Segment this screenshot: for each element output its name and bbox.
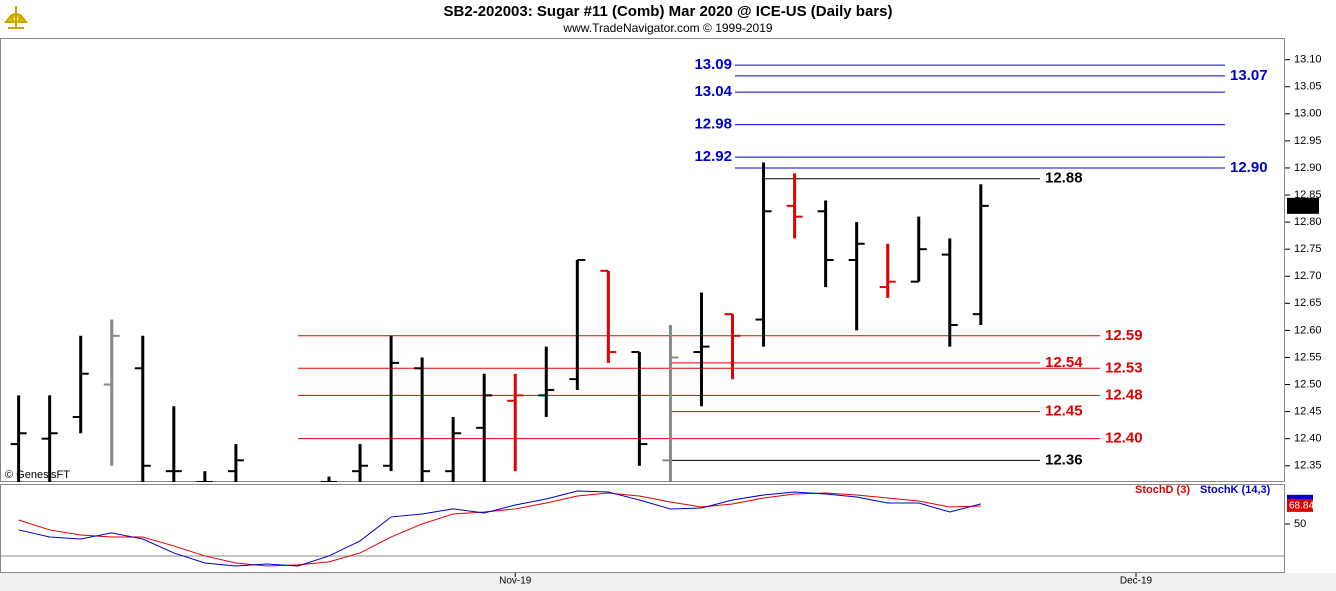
logo: [3, 5, 29, 33]
last-price-label: 12.83: [1290, 200, 1318, 212]
y-tick-label: 12.90: [1294, 162, 1322, 174]
legend-entry: StochK (14,3): [1200, 484, 1271, 496]
level-label: 12.88: [1045, 170, 1083, 187]
last-value-tag: [1287, 494, 1313, 512]
price-plot: [10, 64, 1225, 482]
stoch-line: [18, 492, 981, 567]
level-label: 12.53: [1105, 359, 1143, 376]
price-panel: [0, 38, 1285, 482]
watermark: © GenesisFT: [5, 469, 70, 481]
chart-subtitle: www.TradeNavigator.com © 1999-2019: [562, 21, 772, 35]
y-tick-label: 13.00: [1294, 108, 1322, 120]
legend-entry: StochD (3): [1135, 484, 1190, 496]
y-tick-label: 12.45: [1294, 406, 1322, 418]
y-tick-label: 12.55: [1294, 351, 1322, 363]
axes: 12.35 12.40 12.45 12.50 12.55 12.60 12.65 12.70…: [499, 54, 1321, 587]
date-axis: [0, 573, 1336, 591]
y-tick-label: 12.60: [1294, 324, 1322, 336]
level-label: 12.92: [694, 148, 732, 165]
level-label: 12.90: [1230, 159, 1268, 176]
stoch-panel: [0, 484, 1285, 573]
x-tick-label: Dec-19: [1120, 576, 1153, 587]
y-tick-label: 12.75: [1294, 243, 1322, 255]
header: [0, 0, 1336, 38]
last-price-tag: [1287, 197, 1319, 214]
level-label: 12.59: [1105, 327, 1143, 344]
y-tick-label: 12.40: [1294, 433, 1322, 445]
y-tick-label: 50: [1294, 518, 1306, 530]
level-label: 12.36: [1045, 451, 1083, 468]
level-label: 12.54: [1045, 354, 1083, 371]
y-tick-label: 13.05: [1294, 81, 1322, 93]
level-label: 12.98: [694, 116, 732, 133]
stoch-plot: [0, 490, 1285, 567]
level-label: 13.07: [1230, 67, 1268, 84]
y-tick-label: 12.70: [1294, 270, 1322, 282]
stoch-line: [18, 490, 981, 567]
x-tick-label: Nov-19: [499, 576, 532, 587]
chart-title: SB2-202003: Sugar #11 (Comb) Mar 2020 @ …: [444, 3, 893, 20]
level-label: 12.40: [1105, 430, 1143, 447]
level-label: 12.48: [1105, 386, 1143, 403]
y-tick-label: 12.35: [1294, 460, 1322, 472]
y-tick-label: 12.95: [1294, 135, 1322, 147]
level-label: 12.45: [1045, 403, 1083, 420]
level-label: 13.04: [694, 83, 732, 100]
y-tick-label: 13.10: [1294, 54, 1322, 66]
y-tick-label: 12.80: [1294, 216, 1322, 228]
last-value-label: 68.84: [1289, 501, 1314, 512]
y-tick-label: 12.65: [1294, 297, 1322, 309]
y-tick-label: 12.50: [1294, 378, 1322, 390]
last-value-tag-top: [1287, 494, 1313, 499]
level-label: 13.09: [694, 56, 732, 73]
